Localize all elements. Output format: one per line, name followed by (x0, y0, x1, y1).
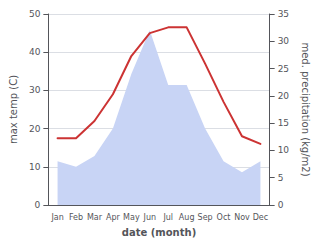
svg-text:5: 5 (278, 173, 284, 183)
svg-text:Dec: Dec (253, 213, 268, 222)
svg-text:0: 0 (35, 200, 41, 210)
svg-text:50: 50 (29, 9, 41, 19)
svg-text:Jul: Jul (162, 213, 173, 222)
svg-text:10: 10 (29, 162, 41, 172)
svg-text:25: 25 (278, 64, 289, 74)
svg-text:Feb: Feb (69, 213, 83, 222)
svg-text:Nov: Nov (234, 213, 250, 222)
svg-text:Sep: Sep (198, 213, 213, 222)
svg-text:Mar: Mar (87, 213, 103, 222)
svg-text:20: 20 (29, 124, 41, 134)
svg-text:Oct: Oct (217, 213, 231, 222)
svg-text:30: 30 (278, 36, 290, 46)
svg-text:Jun: Jun (143, 213, 157, 222)
svg-text:max temp (C): max temp (C) (8, 75, 19, 144)
svg-text:0: 0 (278, 200, 284, 210)
svg-text:30: 30 (29, 85, 41, 95)
svg-text:10: 10 (278, 145, 290, 155)
svg-text:Apr: Apr (106, 213, 121, 222)
svg-text:May: May (123, 213, 140, 222)
svg-text:20: 20 (278, 91, 290, 101)
svg-text:35: 35 (278, 9, 289, 19)
svg-text:med. precipitation (kg/m2): med. precipitation (kg/m2) (300, 42, 311, 176)
svg-text:date (month): date (month) (122, 227, 196, 238)
svg-text:Aug: Aug (179, 213, 195, 222)
svg-text:15: 15 (278, 118, 289, 128)
svg-text:40: 40 (29, 47, 41, 57)
svg-text:Jan: Jan (50, 213, 63, 222)
